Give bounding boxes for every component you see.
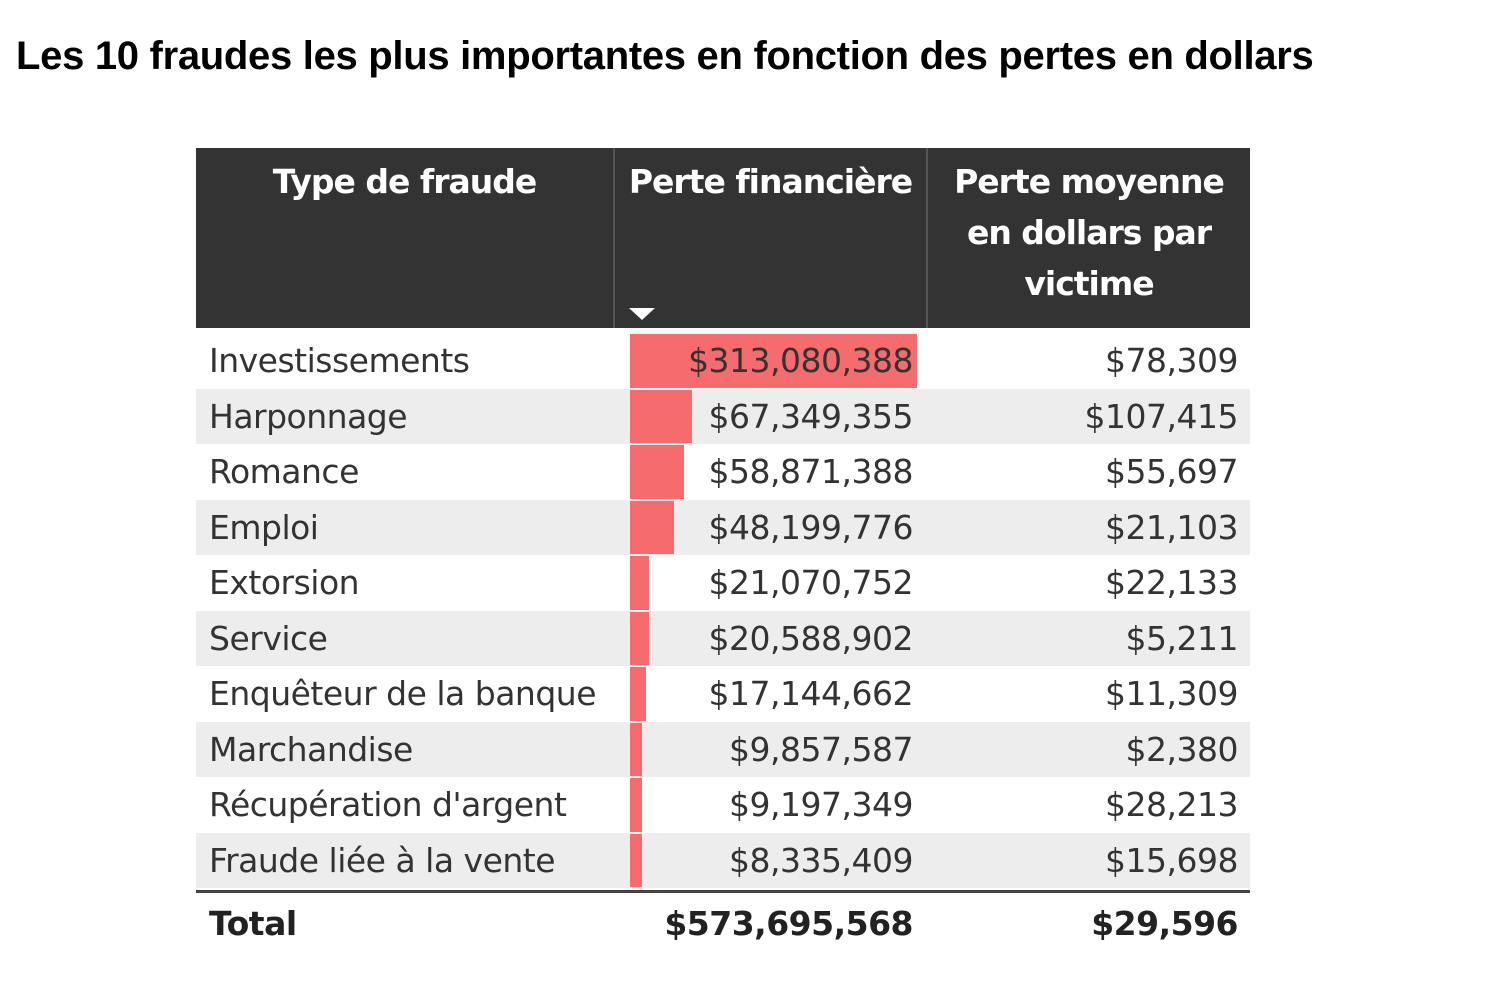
total-loss: $573,695,568: [664, 903, 913, 943]
fraud-type: Fraude liée à la vente: [209, 840, 556, 880]
loss-cell: $313,080,388: [613, 333, 926, 389]
average-loss-value: $28,213: [1105, 785, 1238, 825]
loss-value: $8,335,409: [729, 840, 913, 880]
table-row[interactable]: Service $20,588,902 $5,211: [196, 610, 1250, 667]
loss-cell: $21,070,752: [613, 555, 926, 611]
loss-data-bar: [630, 334, 917, 388]
table-row[interactable]: Enquêteur de la banque $17,144,662 $11,309: [196, 666, 1250, 722]
loss-data-bar: [630, 389, 692, 443]
loss-cell: $9,197,349: [613, 777, 926, 833]
table-body: Investissements $313,080,388 $78,309 Harpon…: [196, 328, 1250, 888]
fraud-type: Emploi: [209, 507, 319, 547]
average-loss-value: $107,415: [1084, 396, 1239, 436]
loss-cell: $8,335,409: [613, 833, 926, 889]
column-header-average[interactable]: Perte moyenne en dollars par victime: [926, 148, 1250, 328]
loss-data-bar: [630, 611, 649, 665]
loss-value: $67,349,355: [708, 396, 914, 436]
table-header: Type de fraude Perte financière Perte mo…: [196, 148, 1250, 328]
table-row[interactable]: Fraude liée à la vente $8,335,409 $15,698: [196, 832, 1250, 889]
fraud-type: Enquêteur de la banque: [209, 674, 597, 714]
loss-cell: $20,588,902: [613, 611, 926, 667]
average-loss-value: $22,133: [1105, 563, 1238, 603]
loss-value: $9,857,587: [729, 729, 913, 769]
loss-cell: $67,349,355: [613, 389, 926, 445]
total-average: $29,596: [1091, 903, 1238, 943]
loss-cell: $58,871,388: [613, 444, 926, 500]
average-loss-value: $5,211: [1125, 618, 1239, 658]
loss-value: $21,070,752: [708, 563, 914, 602]
table-row[interactable]: Romance $58,871,388 $55,697: [196, 444, 1250, 500]
table-row[interactable]: Récupération d'argent $9,197,349 $28,213: [196, 777, 1250, 833]
fraud-type: Extorsion: [209, 563, 360, 603]
table-row[interactable]: Marchandise $9,857,587 $2,380: [196, 721, 1250, 778]
loss-data-bar: [630, 445, 684, 499]
loss-value: $20,588,902: [708, 618, 914, 658]
loss-cell: $48,199,776: [613, 500, 926, 556]
fraud-type: Harponnage: [209, 396, 408, 436]
fraud-type: Marchandise: [209, 729, 413, 769]
column-header-type[interactable]: Type de fraude: [272, 162, 538, 201]
page-title: Les 10 fraudes les plus importantes en f…: [16, 34, 1314, 78]
loss-data-bar: [630, 722, 642, 776]
loss-value: $313,080,388: [688, 341, 913, 380]
loss-value: $58,871,388: [708, 452, 914, 491]
fraud-type: Service: [209, 618, 328, 658]
total-label: Total: [209, 903, 297, 943]
table-row[interactable]: Emploi $48,199,776 $21,103: [196, 499, 1250, 556]
column-header-loss[interactable]: Perte financière: [613, 148, 926, 328]
total-row: Total $573,695,568 $29,596: [196, 890, 1250, 953]
table-row[interactable]: Extorsion $21,070,752 $22,133: [196, 555, 1250, 611]
average-loss-value: $78,309: [1105, 341, 1238, 381]
average-loss-value: $11,309: [1105, 674, 1238, 714]
fraud-type: Investissements: [209, 341, 470, 381]
average-loss-value: $2,380: [1125, 729, 1239, 769]
average-loss-value: $21,103: [1105, 507, 1238, 547]
loss-data-bar: [630, 778, 642, 832]
fraud-table: Type de fraude Perte financière Perte mo…: [196, 148, 1250, 953]
column-header-loss-label: Perte financière: [628, 162, 913, 201]
table-row[interactable]: Investissements $313,080,388 $78,309: [196, 333, 1250, 389]
loss-data-bar: [630, 833, 642, 887]
loss-cell: $9,857,587: [613, 722, 926, 778]
sort-descending-icon[interactable]: [629, 308, 655, 320]
loss-value: $48,199,776: [708, 507, 914, 547]
average-loss-value: $15,698: [1105, 840, 1238, 880]
loss-data-bar: [630, 500, 675, 554]
loss-value: $17,144,662: [708, 674, 914, 713]
loss-data-bar: [630, 556, 650, 610]
loss-cell: $17,144,662: [613, 666, 926, 722]
loss-data-bar: [630, 667, 646, 721]
table-row[interactable]: Harponnage $67,349,355 $107,415: [196, 388, 1250, 445]
fraud-type: Romance: [209, 452, 359, 492]
average-loss-value: $55,697: [1105, 452, 1238, 492]
fraud-type: Récupération d'argent: [209, 785, 567, 825]
loss-value: $9,197,349: [729, 785, 913, 824]
